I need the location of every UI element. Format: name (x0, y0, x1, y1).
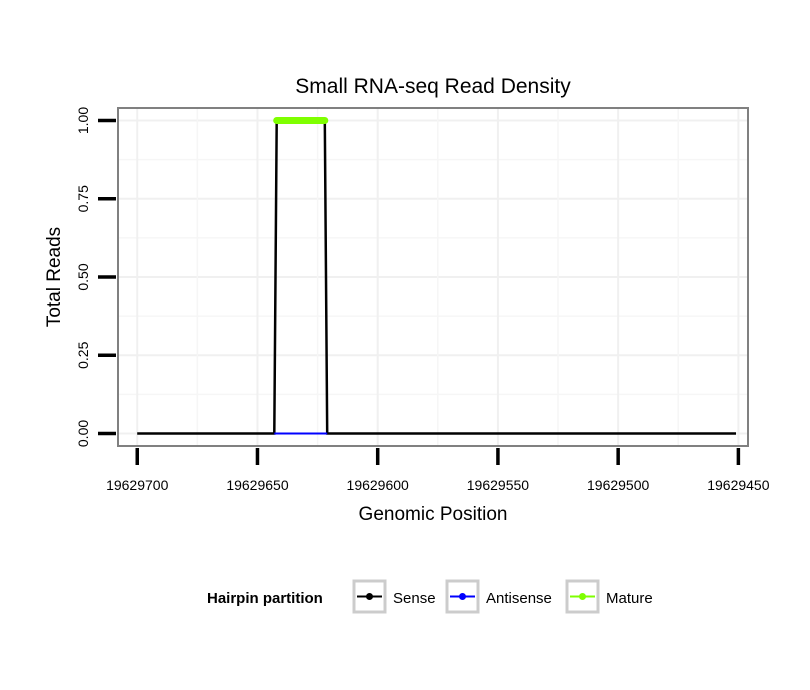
plot-border (117, 107, 749, 447)
legend-key-marker (579, 593, 586, 600)
x-tick-label: 19629500 (587, 477, 650, 493)
y-axis: 0.00 0.25 0.50 0.75 1.00 (75, 107, 116, 447)
x-axis-label: Genomic Position (359, 504, 508, 525)
series (137, 117, 736, 435)
legend-key-marker (459, 593, 466, 600)
legend-entry-sense: Sense (352, 579, 436, 614)
legend-entry-antisense: Antisense (445, 579, 552, 614)
y-tick-label: 0.25 (75, 341, 91, 368)
x-tick-label: 19629600 (347, 477, 410, 493)
x-axis: 19629700 19629650 19629600 19629550 19629500… (106, 448, 770, 493)
x-tick-label: 19629700 (106, 477, 169, 493)
legend-title: Hairpin partition (207, 590, 323, 607)
legend-key-marker (366, 593, 373, 600)
legend-label: Antisense (486, 590, 552, 607)
x-tick-label: 19629450 (707, 477, 770, 493)
y-tick-label: 1.00 (75, 107, 91, 134)
legend-entry-mature: Mature (565, 579, 653, 614)
legend: Hairpin partition Sense Antisense Mature (207, 579, 653, 614)
plot-area (117, 107, 749, 447)
y-axis-label: Total Reads (44, 227, 65, 327)
x-tick-label: 19629650 (226, 477, 289, 493)
legend-label: Sense (393, 590, 436, 607)
grid (118, 108, 748, 446)
legend-label: Mature (606, 590, 653, 607)
chart-title: Small RNA-seq Read Density (295, 75, 571, 98)
y-tick-label: 0.50 (75, 263, 91, 290)
y-tick-label: 0.00 (75, 420, 91, 447)
x-tick-label: 19629550 (467, 477, 530, 493)
y-tick-label: 0.75 (75, 185, 91, 212)
